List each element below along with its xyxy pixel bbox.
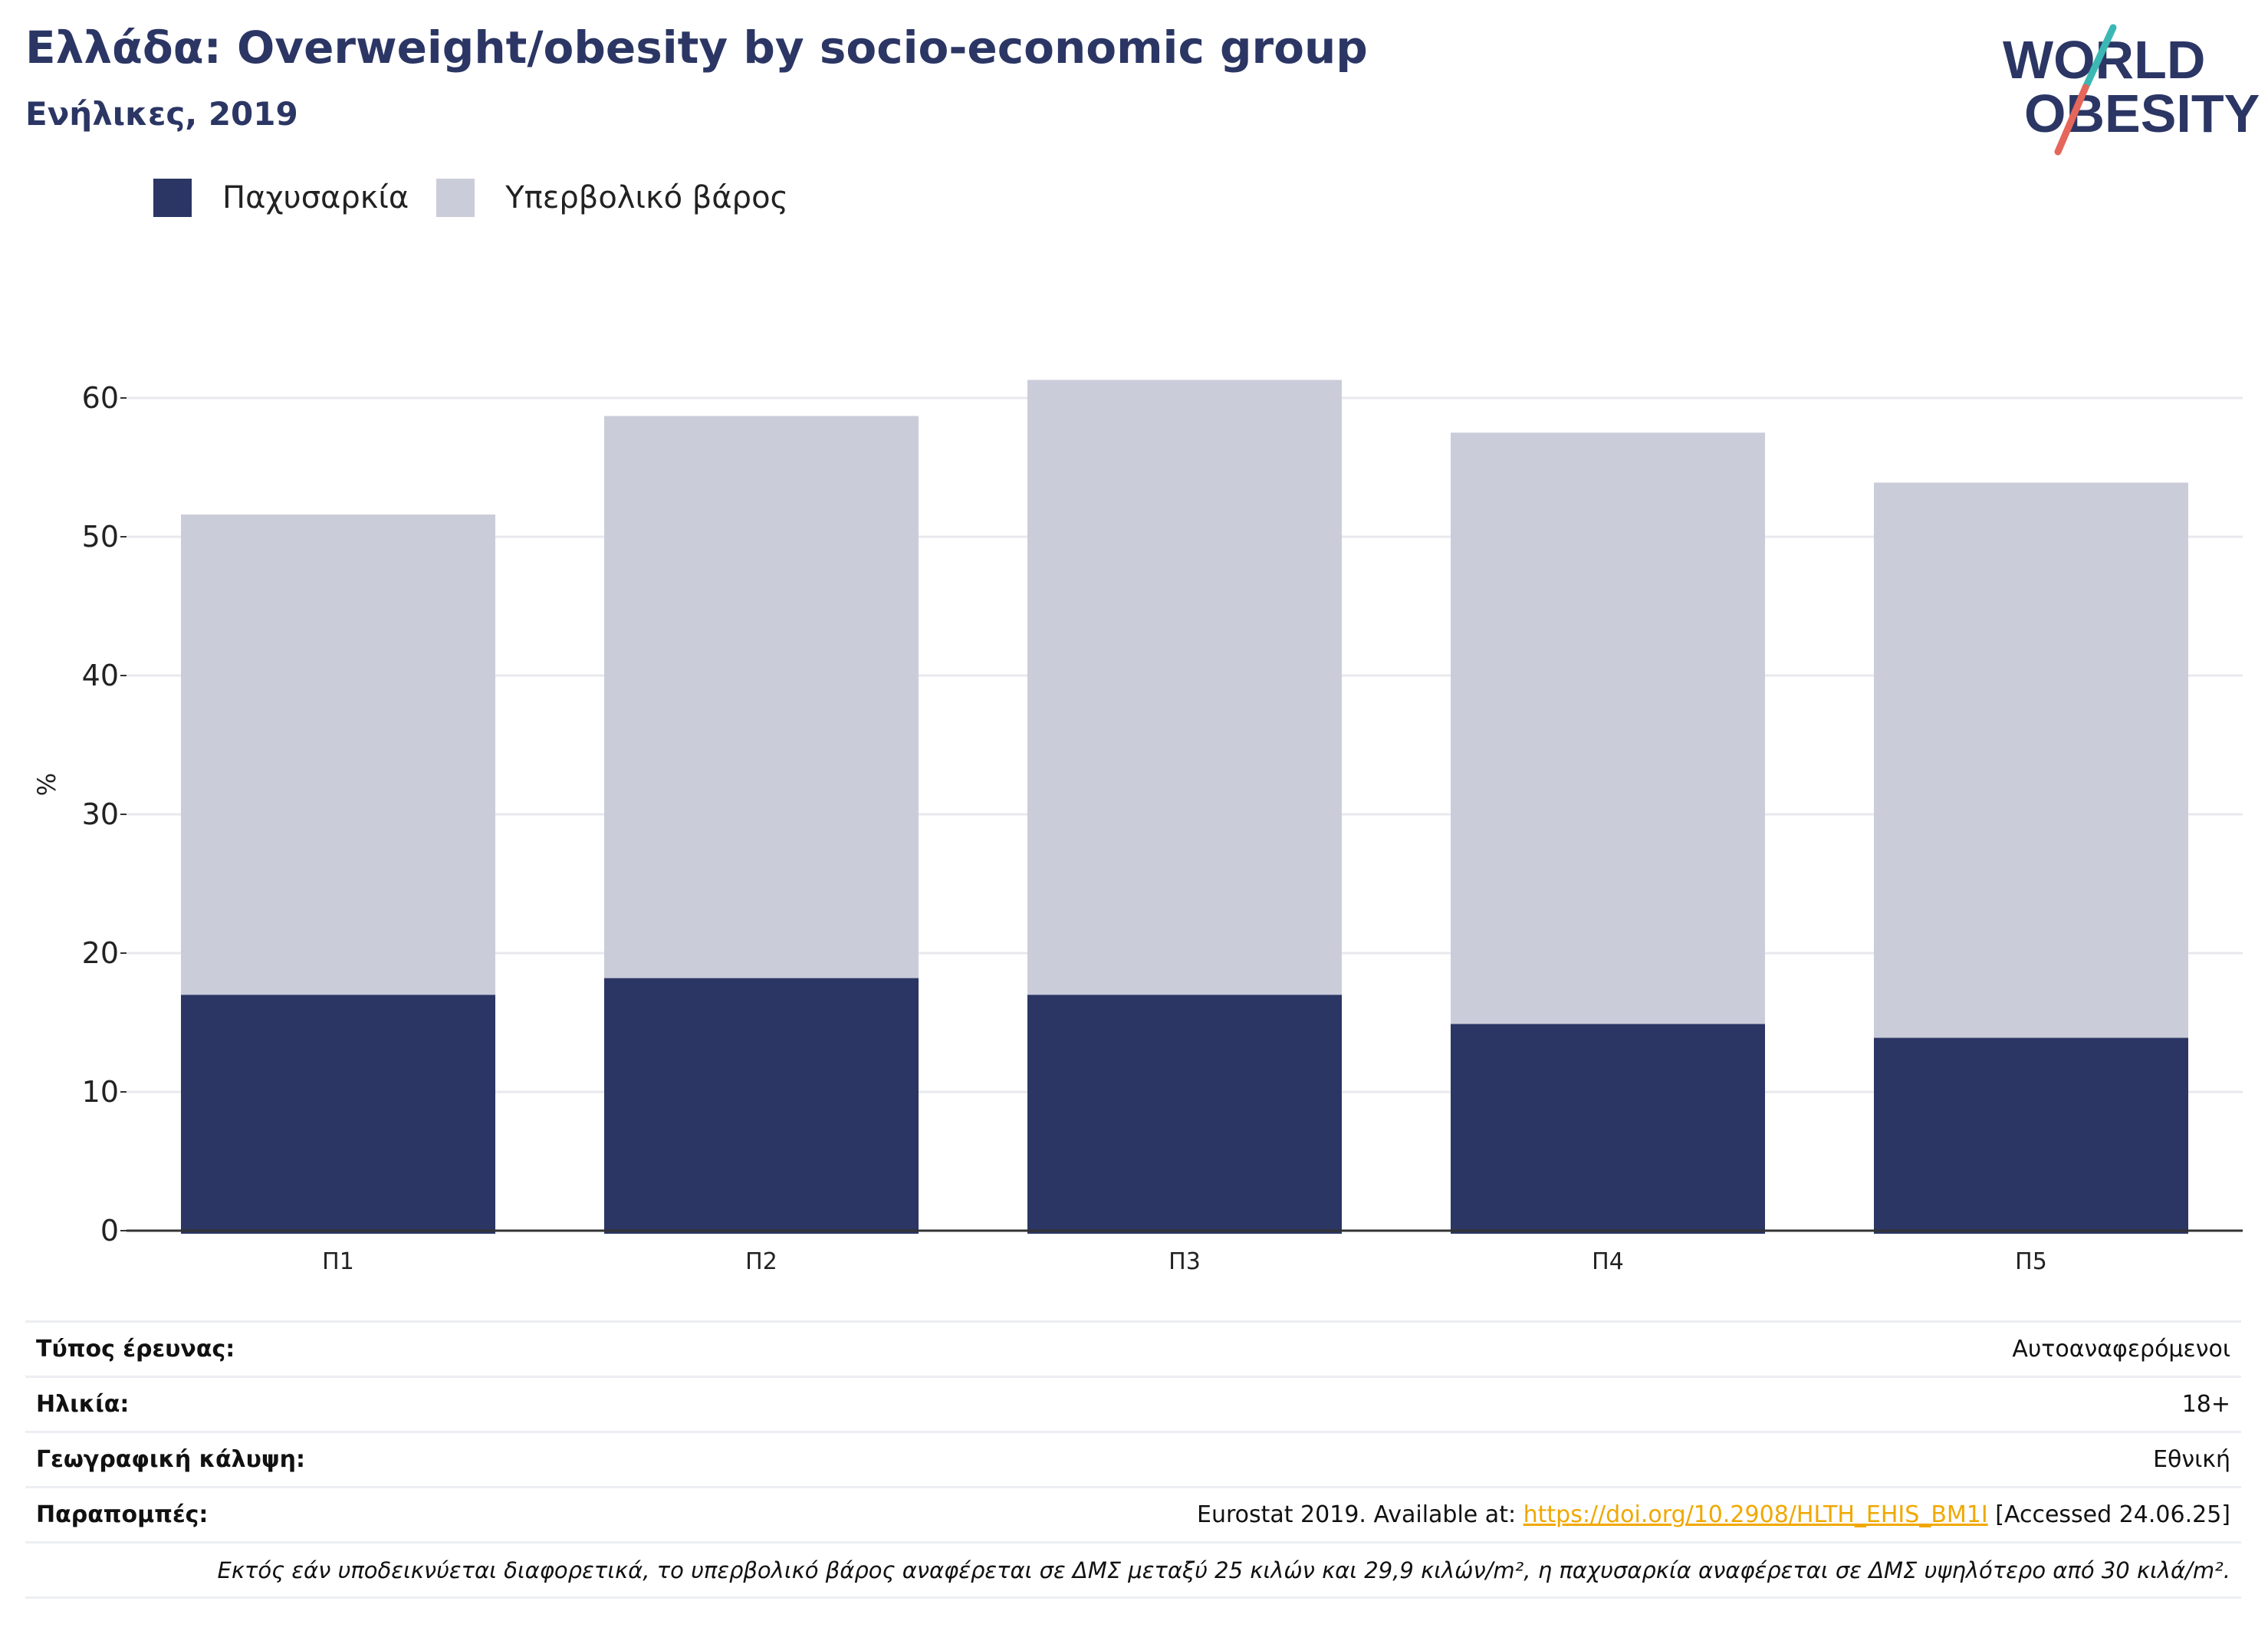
reference-suffix: [Accessed 24.06.25] [1987, 1501, 2230, 1528]
info-key: Παραπομπές: [36, 1501, 209, 1528]
y-tick-label: 0 [100, 1214, 119, 1248]
logo-slash-bottom [2054, 84, 2089, 156]
info-row-survey-type: Τύπος έρευνας: Αυτοαναφερόμενοι [25, 1323, 2241, 1378]
bars [181, 380, 2188, 1234]
axes: 0 10 20 30 40 50 60 Π1 Π2 Π3 Π4 Π5 [82, 381, 2243, 1275]
y-axis-label: % [32, 773, 61, 796]
bar-obesity[interactable] [1451, 1024, 1765, 1234]
y-tick-label: 10 [82, 1075, 119, 1109]
bar-obesity[interactable] [1027, 995, 1342, 1234]
reference-prefix: Eurostat 2019. Available at: [1196, 1501, 1524, 1528]
info-key: Τύπος έρευνας: [36, 1336, 235, 1363]
info-value: 18+ [2181, 1391, 2230, 1418]
bar-overweight[interactable] [1027, 380, 1342, 995]
info-value: Εθνική [2153, 1446, 2230, 1473]
reference-link[interactable]: https://doi.org/10.2908/HLTH_EHIS_BM1I [1523, 1501, 1988, 1528]
note-text: Εκτός εάν υποδεικνύεται διαφορετικά, το … [217, 1557, 2231, 1583]
info-key: Γεωγραφική κάλυψη: [36, 1446, 306, 1473]
legend-swatch-obesity [153, 179, 192, 217]
x-tick-label: Π5 [2015, 1248, 2047, 1275]
definition-note: Εκτός εάν υποδεικνύεται διαφορετικά, το … [25, 1544, 2241, 1599]
info-row-age: Ηλικία: 18+ [25, 1378, 2241, 1433]
info-row-references: Παραπομπές: Eurostat 2019. Available at:… [25, 1488, 2241, 1544]
info-row-coverage: Γεωγραφική κάλυψη: Εθνική [25, 1433, 2241, 1488]
logo-slash-top [2082, 24, 2117, 91]
x-tick-label: Π2 [745, 1248, 777, 1275]
legend-swatch-overweight [436, 179, 475, 217]
y-tick-label: 60 [82, 381, 119, 415]
bar-overweight[interactable] [1451, 432, 1765, 1024]
x-tick-label: Π1 [322, 1248, 354, 1275]
y-tick-label: 30 [82, 797, 119, 831]
legend-label-obesity: Παχυσαρκία [222, 180, 409, 215]
bar-obesity[interactable] [181, 995, 495, 1234]
y-tick-label: 40 [82, 659, 119, 692]
legend-item-overweight[interactable]: Υπερβολικό βάρος [436, 179, 788, 217]
x-tick-label: Π3 [1169, 1248, 1201, 1275]
chart-subtitle: Ενήλικες, 2019 [25, 95, 298, 133]
y-tick-label: 20 [82, 936, 119, 970]
bar-obesity[interactable] [1874, 1037, 2188, 1234]
bar-overweight[interactable] [1874, 482, 2188, 1038]
chart-legend: Παχυσαρκία Υπερβολικό βάρος [153, 176, 816, 219]
info-value: Αυτοαναφερόμενοι [2012, 1336, 2230, 1363]
bar-overweight[interactable] [181, 515, 495, 995]
bar-obesity[interactable] [604, 978, 919, 1234]
x-tick-label: Π4 [1592, 1248, 1624, 1275]
legend-label-overweight: Υπερβολικό βάρος [505, 180, 789, 215]
info-table: Τύπος έρευνας: Αυτοαναφερόμενοι Ηλικία: … [25, 1320, 2241, 1599]
chart-title: Ελλάδα: Overweight/obesity by socio-econ… [25, 21, 1368, 74]
stacked-bar-chart: 0 10 20 30 40 50 60 Π1 Π2 Π3 Π4 Π5 % [32, 380, 2243, 1275]
y-tick-label: 50 [82, 520, 119, 554]
bar-overweight[interactable] [604, 416, 919, 978]
legend-item-obesity[interactable]: Παχυσαρκία [153, 179, 409, 217]
info-key: Ηλικία: [36, 1391, 130, 1418]
info-value: Eurostat 2019. Available at: https://doi… [1197, 1501, 2230, 1528]
world-obesity-logo: WORLD OBESITY [2003, 24, 2260, 156]
